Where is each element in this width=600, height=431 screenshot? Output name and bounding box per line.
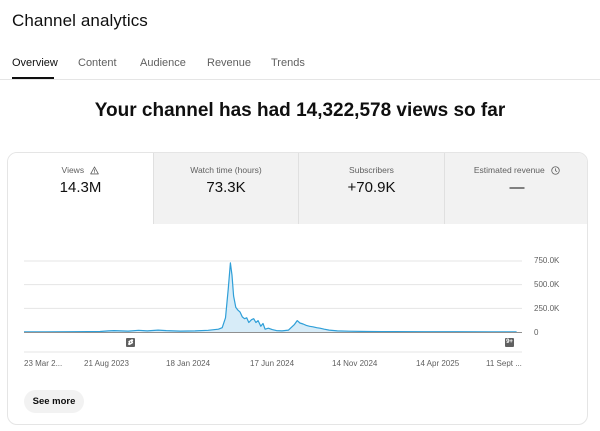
x-tick-label: 18 Jan 2024: [166, 359, 211, 368]
tab-revenue[interactable]: Revenue: [207, 57, 252, 69]
metric-value-watch-time: 73.3K: [206, 179, 246, 196]
badge-9plus-icon[interactable]: 9+: [505, 338, 514, 347]
y-tick-label: 750.0K: [534, 256, 560, 265]
x-tick-label: 23 Mar 2...: [24, 359, 63, 368]
active-tab-indicator: [12, 77, 54, 79]
metric-card-revenue[interactable]: Estimated revenue —: [444, 153, 587, 224]
metric-card-subscribers[interactable]: Subscribers +70.9K: [298, 153, 444, 224]
metric-label-watch-time: Watch time (hours): [190, 165, 262, 175]
tab-bar: Overview Content Audience Revenue Trends: [0, 54, 600, 80]
total-views-headline: Your channel has had 14,322,578 views so…: [94, 100, 506, 121]
views-series-area: [24, 262, 517, 332]
x-tick-label: 14 Apr 2025: [416, 359, 460, 368]
metric-label-views: Views: [61, 165, 85, 175]
tab-trends[interactable]: Trends: [271, 57, 305, 69]
x-tick-label: 14 Nov 2024: [332, 359, 378, 368]
clock-icon[interactable]: [551, 166, 560, 177]
metric-label-revenue: Estimated revenue: [473, 165, 545, 175]
metric-value-subscribers: +70.9K: [347, 179, 396, 196]
views-chart: 750.0K 500.0K 250.0K 0 9+: [8, 224, 587, 374]
tab-content[interactable]: Content: [78, 57, 117, 69]
metric-card-views[interactable]: Views 14.3M: [8, 153, 153, 224]
views-series-line: [24, 262, 517, 333]
views-chart-svg: [24, 260, 522, 353]
x-tick-label: 17 Jun 2024: [250, 359, 295, 368]
y-tick-label: 250.0K: [534, 304, 560, 313]
shorts-icon[interactable]: [126, 338, 135, 347]
x-tick-label: 11 Sept ...: [486, 359, 522, 368]
warning-icon[interactable]: [90, 166, 100, 177]
y-tick-label: 0: [534, 328, 539, 337]
tab-overview[interactable]: Overview: [12, 57, 58, 69]
x-tick-label: 21 Aug 2023: [84, 359, 129, 368]
metric-value-revenue: —: [509, 179, 525, 196]
tab-audience[interactable]: Audience: [140, 57, 186, 69]
metric-label-subscribers: Subscribers: [349, 165, 394, 175]
metric-card-watch-time[interactable]: Watch time (hours) 73.3K: [153, 153, 298, 224]
see-more-button[interactable]: See more: [24, 390, 84, 413]
metric-value-views: 14.3M: [59, 179, 102, 196]
analytics-card: Views 14.3M Watch time (hours) 73.3K Sub…: [7, 152, 588, 425]
metric-tabs: Views 14.3M Watch time (hours) 73.3K Sub…: [8, 153, 587, 224]
y-tick-label: 500.0K: [534, 280, 560, 289]
page-title: Channel analytics: [12, 11, 148, 30]
